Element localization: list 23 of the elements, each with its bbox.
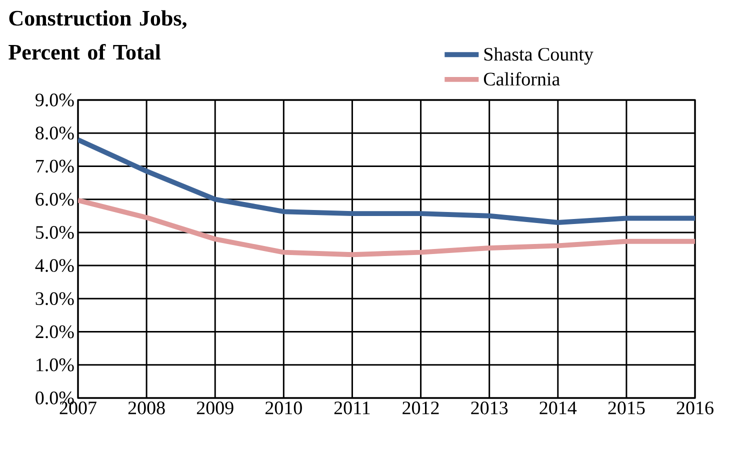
x-tick-label: 2008: [128, 402, 165, 414]
x-tick-label: 2012: [402, 402, 439, 414]
y-tick-label: 9.0%: [36, 94, 74, 106]
line-series: [78, 198, 696, 258]
x-tick-label: 2011: [334, 402, 370, 414]
legend-label: California: [484, 72, 560, 86]
y-tick-label: 2.0%: [36, 325, 74, 338]
x-tick-label: 2010: [266, 402, 302, 414]
x-tick-label: 2015: [608, 402, 645, 414]
x-tick-label: 2009: [196, 402, 234, 414]
legend-label: Shasta County: [484, 47, 594, 65]
x-tick-label: 2016: [676, 402, 714, 414]
x-tick-label: 2014: [540, 402, 577, 414]
y-tick-label: 8.0%: [36, 126, 74, 140]
y-tick-label: 4.0%: [35, 259, 74, 272]
y-tick-label: 1.0%: [36, 358, 74, 372]
chart-title: Construction Jobs, Percent of Total: [8, 10, 186, 60]
y-tick-label: 3.0%: [36, 292, 74, 306]
x-tick-label: 2013: [471, 402, 508, 414]
line-series: [78, 137, 696, 225]
y-tick-label: 6.0%: [36, 192, 74, 206]
y-tick-label: 5.0%: [36, 226, 74, 239]
y-tick-label: 7.0%: [36, 160, 74, 173]
